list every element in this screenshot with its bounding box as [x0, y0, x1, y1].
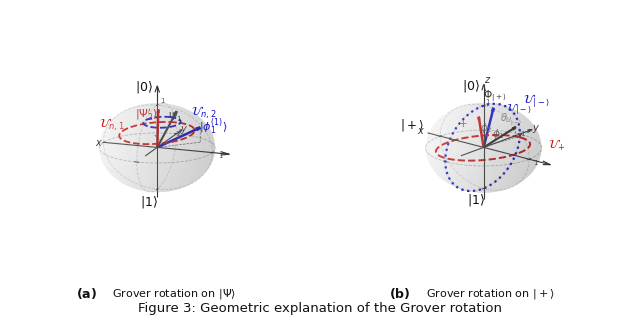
- Text: $\mathbf{(b)}$: $\mathbf{(b)}$: [389, 286, 411, 301]
- Text: Figure 3: Geometric explanation of the Grover rotation: Figure 3: Geometric explanation of the G…: [138, 302, 502, 315]
- Text: $\mathbf{(a)}$: $\mathbf{(a)}$: [76, 286, 97, 301]
- Text: Grover rotation on $|+\rangle$: Grover rotation on $|+\rangle$: [426, 287, 555, 301]
- Text: Grover rotation on $|\Psi\rangle$: Grover rotation on $|\Psi\rangle$: [112, 287, 236, 301]
